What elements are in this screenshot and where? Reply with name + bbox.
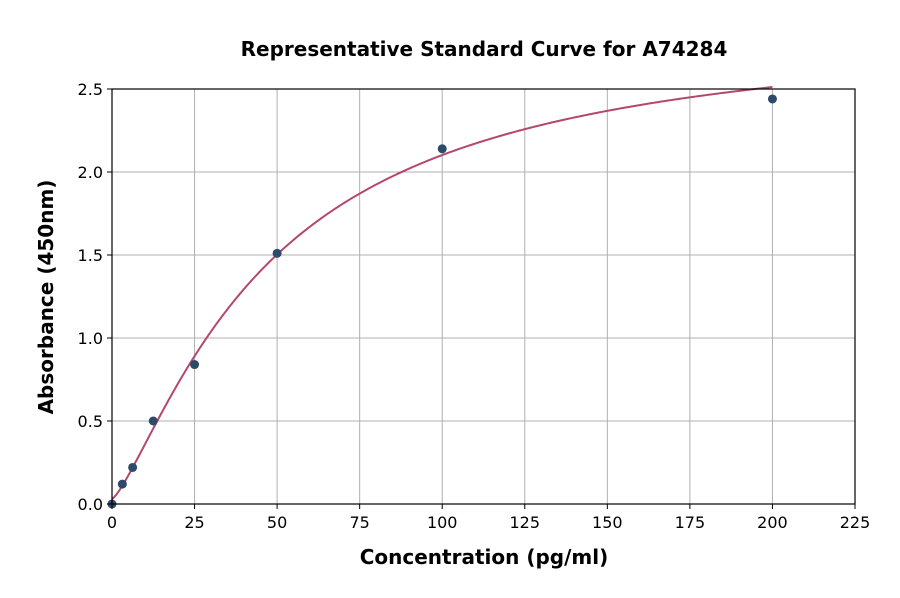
y-tick-label: 1.5 [78, 246, 103, 265]
x-tick-label: 225 [840, 513, 871, 532]
data-point [767, 94, 777, 104]
data-point [128, 462, 138, 472]
x-tick-label: 100 [427, 513, 458, 532]
x-tick-label: 175 [675, 513, 706, 532]
plot-frame [111, 88, 856, 505]
x-tick-label: 75 [349, 513, 369, 532]
x-tick-label: 200 [757, 513, 788, 532]
x-axis-ticks: 0 25 50 75 100 125 150 175 200 225 [107, 504, 870, 532]
x-tick-label: 50 [267, 513, 287, 532]
y-tick-label: 2.5 [78, 80, 103, 99]
grid [111, 88, 856, 505]
data-point [272, 248, 282, 258]
chart-title: Representative Standard Curve for A74284 [241, 37, 728, 61]
data-point [148, 416, 158, 426]
y-tick-label: 2.0 [78, 163, 103, 182]
data-point [117, 479, 127, 489]
x-tick-label: 150 [592, 513, 623, 532]
x-tick-label: 125 [510, 513, 541, 532]
x-tick-label: 0 [107, 513, 117, 532]
y-tick-label: 0.0 [78, 495, 103, 514]
x-axis-label: Concentration (pg/ml) [360, 545, 609, 569]
data-point [190, 360, 200, 370]
y-tick-label: 1.0 [78, 329, 103, 348]
y-tick-label: 0.5 [78, 412, 103, 431]
fit-curve-layer [111, 86, 773, 500]
data-point [437, 144, 447, 154]
y-axis-ticks: 0.0 0.5 1.0 1.5 2.0 2.5 [78, 80, 112, 514]
x-tick-label: 25 [184, 513, 204, 532]
y-axis-label: Absorbance (450nm) [34, 180, 58, 415]
data-points [107, 94, 777, 509]
fit-curve-line [111, 86, 773, 500]
